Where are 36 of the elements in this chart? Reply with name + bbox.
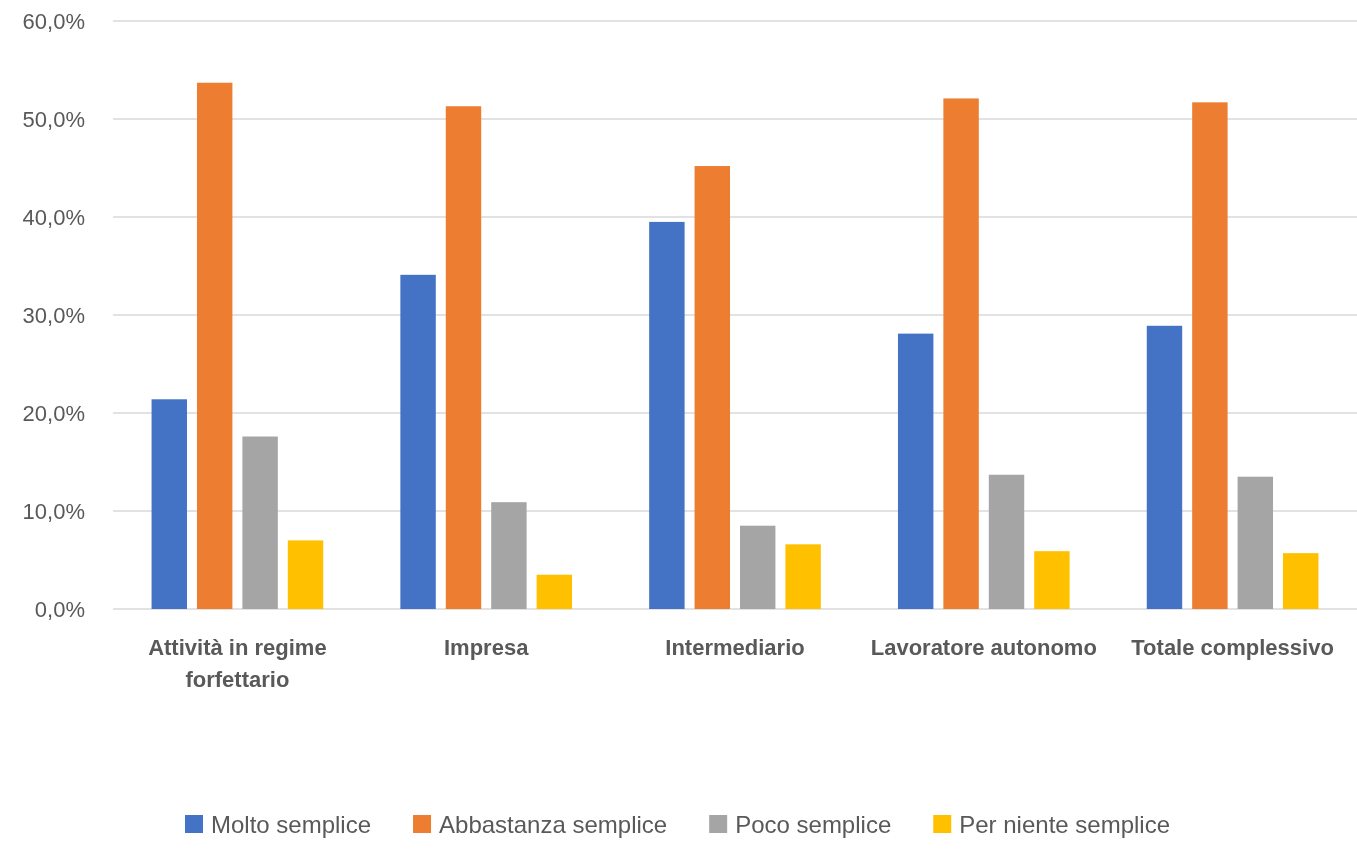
y-tick-label: 40,0% [22, 204, 85, 230]
y-tick-label: 10,0% [22, 498, 85, 524]
bar [536, 574, 573, 609]
bar [649, 221, 685, 609]
bar [943, 98, 979, 609]
bar [988, 474, 1025, 609]
bar [151, 399, 187, 609]
bar [1034, 551, 1070, 609]
bar [1192, 102, 1228, 609]
y-tick-label: 50,0% [22, 106, 85, 132]
bar [287, 540, 324, 609]
bar [445, 106, 482, 609]
x-tick-label: Totale complessivo [1131, 635, 1334, 660]
bar [694, 166, 730, 609]
legend-label: Per niente semplice [959, 811, 1171, 838]
bar [242, 436, 278, 609]
bar [1237, 476, 1274, 609]
bar [491, 502, 527, 609]
x-tick-label: Impresa [444, 635, 530, 660]
bar [897, 333, 934, 609]
y-tick-label: 0,0% [34, 596, 85, 622]
bar [1146, 325, 1183, 609]
bar [785, 544, 821, 609]
x-tick-label: Attività in regime forfettario [148, 635, 327, 692]
bar [400, 274, 436, 609]
x-tick-label: Intermediario [665, 635, 805, 660]
y-tick-label: 30,0% [22, 302, 85, 328]
bar [196, 82, 233, 609]
bar [740, 525, 776, 609]
x-tick-label: Lavoratore autonomo [870, 635, 1097, 660]
legend-label: Poco semplice [735, 811, 892, 838]
legend-label: Molto semplice [210, 811, 372, 838]
bar [1283, 553, 1319, 609]
y-tick-label: 60,0% [22, 8, 85, 34]
legend-label: Abbastanza semplice [439, 811, 668, 838]
y-tick-label: 20,0% [22, 400, 85, 426]
